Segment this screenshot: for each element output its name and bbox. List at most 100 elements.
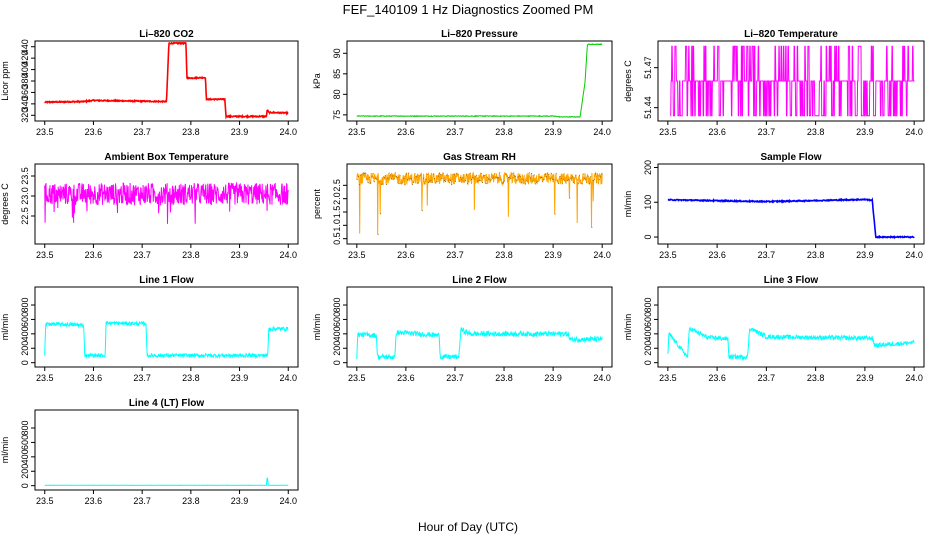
y-tick-label: 400 [20,449,30,464]
x-tick-label: 24.0 [279,127,297,137]
y-tick-label: 0 [20,360,30,365]
y-tick-label: 200 [20,464,30,479]
x-tick-label: 23.5 [36,127,54,137]
y-tick-label: 85 [332,69,342,79]
plot-frame [657,40,925,122]
y-tick-label: 100 [643,195,653,210]
y-tick-label: 400 [20,326,30,341]
figure-title: FEF_140109 1 Hz Diagnostics Zoomed PM [343,2,594,17]
y-axis-label: ml/min [623,191,633,218]
y-tick-label: 80 [332,89,342,99]
y-tick-label: 1.5 [332,206,342,219]
chart-ambient: Ambient Box Temperature 23.5 23.6 23.7 23.8 2… [0,152,299,260]
x-tick-label: 23.9 [231,496,249,506]
chart-title: Ambient Box Temperature [104,152,229,163]
y-axis-label: percent [312,188,322,219]
chart-panels: Li–820 CO2 23.5 23.6 23.7 23.8 23.9 24.0 320340… [0,29,925,506]
y-axis-label: degrees C [623,60,633,102]
y-tick-label: 0.5 [332,232,342,245]
chart-title: Line 3 Flow [764,275,819,286]
plot-frame [34,409,299,491]
chart-title: Line 2 Flow [452,275,507,286]
x-tick-label: 23.6 [397,250,415,260]
y-tick-label: 200 [643,160,653,175]
y-axis-label: Licor ppm [0,61,10,101]
y-tick-label: 380 [20,73,30,88]
chart-line1: Line 1 Flow 23.5 23.6 23.7 23.8 23.9 24.0 0 2004… [0,275,299,383]
y-tick-label: 200 [332,341,342,356]
x-tick-label: 23.5 [36,250,54,260]
plot-frame [34,286,299,368]
x-tick-label: 23.8 [182,496,200,506]
x-tick-label: 24.0 [279,496,297,506]
y-tick-label: 600 [643,312,653,327]
x-tick-label: 23.5 [659,127,677,137]
y-tick-label: 0 [332,360,342,365]
y-tick-label: 800 [20,421,30,436]
x-tick-label: 23.5 [348,373,366,383]
series-line [667,326,915,361]
y-tick-label: 51.47 [643,56,653,79]
y-tick-label: 600 [332,312,342,327]
x-tick-label: 23.6 [397,127,415,137]
x-tick-label: 23.5 [659,250,677,260]
y-axis-label: ml/min [312,314,322,341]
x-tick-label: 23.7 [758,373,776,383]
series-markers [356,172,603,235]
chart-title: Li–820 Pressure [441,29,518,40]
y-tick-label: 0 [643,360,653,365]
x-tick-label: 24.0 [905,250,923,260]
y-tick-label: 400 [332,326,342,341]
x-tick-label: 24.0 [593,127,611,137]
x-tick-label: 23.8 [182,373,200,383]
x-tick-label: 23.6 [708,250,726,260]
series-line [670,45,915,117]
x-tick-label: 23.8 [807,250,825,260]
y-tick-label: 360 [20,85,30,100]
y-axis-label: kPa [312,73,322,89]
x-tick-label: 24.0 [279,250,297,260]
y-tick-label: 200 [20,341,30,356]
y-tick-label: 2.0 [332,192,342,205]
plot-frame [34,163,299,245]
y-tick-label: 440 [20,39,30,54]
chart-title: Gas Stream RH [443,152,516,163]
x-tick-label: 23.8 [495,127,513,137]
x-tick-label: 23.6 [397,373,415,383]
y-tick-label: 600 [20,312,30,327]
x-tick-label: 23.9 [856,373,874,383]
x-tick-label: 23.8 [182,127,200,137]
y-tick-label: 23.0 [20,187,30,205]
series-line [356,43,603,118]
plot-frame [657,163,925,245]
x-tick-label: 23.9 [856,250,874,260]
plot-frame [346,286,613,368]
x-tick-label: 23.8 [495,250,513,260]
plot-frame [34,40,299,122]
series-line [44,181,289,224]
y-tick-label: 800 [643,298,653,313]
y-tick-label: 2.5 [332,179,342,192]
x-tick-label: 23.7 [133,496,151,506]
chart-title: Li–820 CO2 [139,29,194,40]
x-tick-label: 24.0 [593,250,611,260]
x-tick-label: 23.5 [348,250,366,260]
chart-title: Line 4 (LT) Flow [129,398,205,409]
y-tick-label: 400 [643,326,653,341]
y-axis-label: ml/min [623,314,633,341]
y-tick-label: 340 [20,96,30,111]
y-tick-label: 400 [20,62,30,77]
chart-rh: Gas Stream RH 23.5 23.6 23.7 23.8 23.9 24.0 0.5… [312,152,613,260]
y-tick-label: 320 [20,108,30,123]
y-axis-label: degrees C [0,183,10,225]
chart-pressure: Li–820 Pressure 23.5 23.6 23.7 23.8 23.9 24.0 7… [312,29,613,137]
plot-frame [346,163,613,245]
x-tick-label: 23.5 [36,496,54,506]
x-tick-label: 23.8 [495,373,513,383]
y-tick-label: 420 [20,51,30,66]
chart-line4: Line 4 (LT) Flow 23.5 23.6 23.7 23.8 23.9 24.0… [0,398,299,506]
x-tick-label: 23.7 [758,127,776,137]
y-tick-label: 0 [20,483,30,488]
x-tick-label: 23.9 [231,250,249,260]
x-tick-label: 23.9 [231,373,249,383]
